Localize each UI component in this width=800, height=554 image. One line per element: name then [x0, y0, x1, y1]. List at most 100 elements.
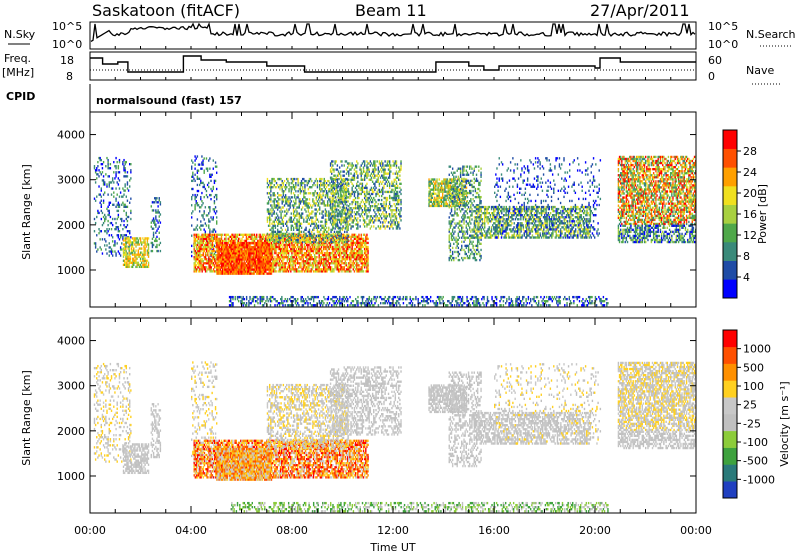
- heatmap-cell: [97, 173, 99, 176]
- heatmap-cell: [244, 268, 247, 271]
- heatmap-cell: [129, 255, 132, 258]
- heatmap-cell: [99, 171, 101, 174]
- heatmap-cell: [128, 241, 130, 244]
- heatmap-cell: [215, 165, 218, 168]
- heatmap-cell: [316, 266, 318, 269]
- heatmap-cell: [133, 239, 135, 242]
- heatmap-cell: [317, 247, 319, 251]
- heatmap-cell: [266, 220, 269, 223]
- heatmap-cell: [311, 230, 313, 234]
- heatmap-cell: [110, 252, 113, 255]
- heatmap-cell: [203, 212, 205, 215]
- heatmap-cell: [342, 180, 344, 183]
- heatmap-cell: [202, 216, 204, 219]
- heatmap-cell: [333, 230, 336, 234]
- heatmap-cell: [284, 214, 287, 217]
- heatmap-cell: [208, 260, 210, 263]
- heatmap-cell: [321, 198, 323, 201]
- heatmap-cell: [122, 259, 125, 262]
- heatmap-cell: [131, 241, 134, 244]
- heatmap-cell: [270, 208, 272, 211]
- heatmap-cell: [213, 244, 216, 248]
- heatmap-cell: [294, 216, 296, 219]
- heatmap-cell: [205, 189, 208, 193]
- heatmap-cell: [100, 205, 103, 208]
- heatmap-cell: [261, 239, 264, 243]
- heatmap-cell: [123, 175, 125, 178]
- heatmap-cell: [271, 262, 274, 265]
- heatmap-cell: [202, 249, 205, 253]
- heatmap-cell: [319, 270, 322, 273]
- heatmap-cell: [199, 245, 201, 249]
- heatmap-cell: [224, 237, 226, 241]
- heatmap-cell: [316, 245, 318, 249]
- heatmap-cell: [117, 171, 120, 174]
- heatmap-cell: [344, 230, 346, 234]
- heatmap-cell: [277, 253, 280, 257]
- heatmap-cell: [336, 210, 338, 213]
- heatmap-cell: [309, 270, 311, 273]
- heatmap-cell: [202, 181, 204, 185]
- heatmap-cell: [315, 238, 318, 242]
- heatmap-cell: [100, 163, 103, 166]
- heatmap-cell: [208, 245, 210, 249]
- heatmap-cell: [308, 218, 311, 221]
- heatmap-cell: [342, 198, 344, 202]
- heatmap-cell: [126, 187, 129, 190]
- heatmap-cell: [245, 239, 248, 243]
- heatmap-cell: [100, 189, 103, 192]
- heatmap-cell: [135, 239, 137, 242]
- heatmap-cell: [212, 236, 214, 239]
- heatmap-cell: [123, 219, 125, 223]
- heatmap-cell: [117, 230, 120, 233]
- heatmap-cell: [316, 241, 318, 245]
- heatmap-cell: [291, 241, 293, 245]
- heatmap-cell: [143, 265, 145, 269]
- heatmap-cell: [337, 198, 340, 202]
- heatmap-cell: [288, 188, 290, 191]
- heatmap-cell: [196, 171, 199, 174]
- heatmap-cell: [282, 240, 285, 244]
- heatmap-cell: [211, 189, 213, 193]
- heatmap-cell: [194, 163, 196, 166]
- heatmap-cell: [294, 266, 297, 269]
- heatmap-cell: [293, 255, 295, 259]
- heatmap-cell: [139, 251, 142, 254]
- heatmap-cell: [194, 258, 197, 261]
- heatmap-cell: [208, 237, 210, 241]
- heatmap-cell: [341, 178, 343, 181]
- heatmap-cell: [213, 233, 216, 236]
- heatmap-cell: [122, 253, 125, 256]
- heatmap-cell: [320, 179, 322, 183]
- heatmap-cell: [306, 268, 308, 271]
- heatmap-cell: [299, 186, 302, 189]
- heatmap-cell: [332, 225, 334, 228]
- heatmap-cell: [118, 158, 121, 162]
- heatmap-cell: [127, 255, 129, 258]
- frequency-panel-frame: [89, 51, 697, 81]
- heatmap-cell: [337, 204, 340, 208]
- heatmap-cell: [155, 199, 157, 202]
- heatmap-cell: [199, 239, 201, 243]
- heatmap-cell: [358, 266, 360, 269]
- heatmap-cell: [367, 255, 369, 259]
- heatmap-cell: [130, 265, 133, 269]
- heatmap-cell: [274, 243, 276, 247]
- heatmap-cell: [346, 230, 348, 234]
- heatmap-cell: [313, 258, 316, 261]
- heatmap-cell: [259, 253, 261, 257]
- heatmap-cell: [133, 253, 135, 256]
- heatmap-cell: [337, 184, 340, 188]
- heatmap-cell: [350, 270, 352, 273]
- heatmap-cell: [316, 186, 319, 189]
- heatmap-cell: [108, 203, 110, 206]
- heatmap-cell: [267, 234, 270, 238]
- heatmap-cell: [270, 272, 273, 275]
- heatmap-cell: [310, 249, 312, 253]
- heatmap-cell: [323, 262, 325, 265]
- heatmap-cell: [312, 220, 314, 223]
- heatmap-cell: [94, 246, 97, 249]
- heatmap-cell: [142, 257, 144, 260]
- heatmap-cell: [108, 213, 110, 217]
- heatmap-cell: [144, 259, 146, 262]
